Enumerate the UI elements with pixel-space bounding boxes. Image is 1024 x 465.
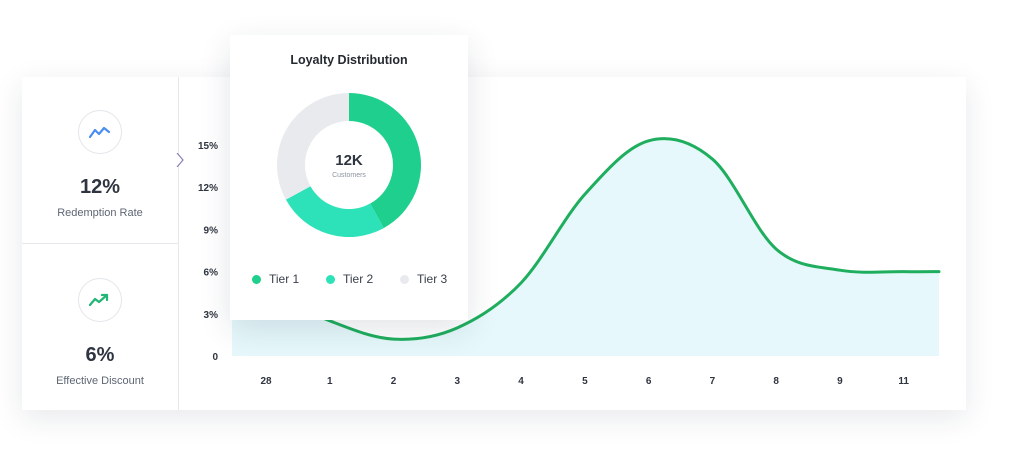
- y-tick-label: 15%: [198, 141, 218, 152]
- selection-notch-icon: [176, 153, 184, 167]
- trend-line-icon: [78, 110, 122, 154]
- x-tick-label: 9: [837, 376, 843, 387]
- x-tick-label: 7: [710, 376, 716, 387]
- area-chart-svg: 0 3% 6% 9% 12% 15% 28 1 2 3 4 5 6 7 8 9 11: [198, 137, 941, 387]
- donut-legend: Tier 1 Tier 2 Tier 3: [252, 272, 462, 286]
- legend-item-tier-2[interactable]: Tier 2: [326, 272, 400, 286]
- stat-redemption-rate[interactable]: 12% Redemption Rate: [22, 77, 178, 244]
- donut-slice-3[interactable]: [277, 93, 349, 200]
- area-chart: 0 3% 6% 9% 12% 15% 28 1 2 3 4 5 6 7 8 9 11: [178, 77, 966, 410]
- x-tick-label: 5: [582, 376, 588, 387]
- legend-dot: [252, 274, 261, 284]
- dashboard-panel: 12% Redemption Rate 6% Effective Discoun…: [22, 77, 966, 410]
- trend-up-arrow-icon: [78, 278, 122, 322]
- y-tick-label: 12%: [198, 183, 218, 194]
- legend-dot: [400, 274, 409, 284]
- y-tick-label: 6%: [204, 268, 219, 279]
- donut-slice-1[interactable]: [349, 93, 421, 229]
- card-title: Loyalty Distribution: [290, 53, 408, 67]
- stat-effective-discount[interactable]: 6% Effective Discount: [22, 244, 178, 410]
- x-tick-label: 2: [391, 376, 397, 387]
- stat-label: Effective Discount: [56, 375, 144, 387]
- y-tick-label: 9%: [204, 225, 219, 236]
- area-fill: [232, 138, 939, 356]
- stats-sidebar: 12% Redemption Rate 6% Effective Discoun…: [22, 77, 179, 410]
- x-tick-label: 8: [773, 376, 779, 387]
- legend-item-tier-3[interactable]: Tier 3: [400, 272, 447, 286]
- loyalty-distribution-card: Loyalty Distribution 12K Customers Tier …: [230, 35, 468, 320]
- donut-slice-2[interactable]: [285, 186, 384, 237]
- x-tick-label: 4: [518, 376, 524, 387]
- y-tick-label: 3%: [204, 310, 219, 321]
- donut-center-label: Customers: [332, 171, 366, 179]
- series-line: [230, 137, 941, 341]
- legend-item-tier-1[interactable]: Tier 1: [252, 272, 326, 286]
- legend-label: Tier 2: [343, 272, 374, 286]
- x-tick-label: 6: [646, 376, 652, 387]
- donut-center: 12K Customers: [276, 92, 422, 238]
- legend-label: Tier 3: [417, 272, 448, 286]
- legend-dot: [326, 274, 335, 284]
- x-tick-label: 11: [898, 376, 909, 387]
- x-tick-label: 1: [327, 376, 333, 387]
- stat-value: 12%: [79, 176, 121, 198]
- donut-center-value: 12K: [335, 151, 363, 169]
- stat-value: 6%: [85, 344, 115, 366]
- x-tick-label: 3: [455, 376, 461, 387]
- y-tick-label: 0: [212, 352, 218, 363]
- stat-label: Redemption Rate: [57, 207, 143, 219]
- legend-label: Tier 1: [269, 272, 300, 286]
- donut-chart: [277, 93, 421, 237]
- x-tick-label: 28: [260, 376, 272, 387]
